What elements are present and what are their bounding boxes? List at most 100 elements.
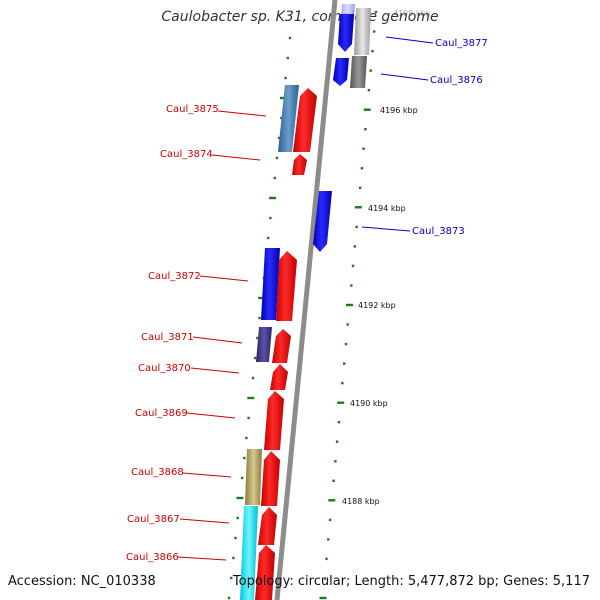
tick-dot	[280, 96, 287, 100]
tick-dot	[325, 557, 328, 561]
gene-arrow-caul-3873	[313, 191, 332, 252]
tick-dot	[280, 116, 283, 120]
right-gene-labels: Caul_3877 Caul_3876 Caul_3873	[361, 36, 488, 237]
leader-line	[182, 472, 232, 478]
tick-dot	[337, 421, 341, 424]
scale-tick-label: 4194 kbp	[368, 204, 406, 213]
tick-dot	[243, 456, 246, 460]
tick-dot	[277, 136, 281, 140]
tick-dot	[258, 316, 261, 320]
gene-arrow-caul-3869	[264, 391, 284, 450]
tick-dot	[353, 245, 356, 248]
gene-label-caul-3868: Caul_3868	[131, 467, 184, 478]
tick-dot	[253, 356, 257, 360]
right-tick-track	[319, 10, 378, 600]
gene-block-grey-light	[354, 8, 371, 55]
gene-label-caul-3876: Caul_3876	[430, 75, 483, 86]
tick-dot	[363, 108, 371, 111]
gene-block-steel	[278, 85, 299, 152]
genome-summary-text: Topology: circular; Length: 5,477,872 bp…	[232, 574, 590, 589]
scale-tick-label: 4188 kbp	[342, 497, 380, 506]
tick-dot	[269, 216, 272, 220]
tick-dot	[334, 460, 337, 463]
tick-dot	[319, 596, 327, 600]
gene-block-tan	[245, 449, 262, 505]
gene-label-caul-3866: Caul_3866	[126, 552, 179, 563]
tick-dot	[371, 49, 374, 53]
tick-dot	[234, 536, 237, 540]
left-gene-labels: Caul_3875 Caul_3874 Caul_3872 Caul_3871 …	[126, 104, 267, 563]
leader-line	[380, 73, 429, 81]
gene-arrow-caul-3875	[293, 88, 317, 152]
tick-dot	[328, 518, 332, 522]
tick-dot	[337, 401, 345, 404]
leader-line	[361, 226, 411, 232]
tick-dot	[369, 69, 372, 72]
tick-dot	[275, 156, 279, 160]
tick-dot	[344, 342, 348, 346]
tick-dot	[373, 30, 376, 33]
gene-label-caul-3875: Caul_3875	[166, 104, 219, 115]
leader-line	[190, 367, 240, 374]
scale-tick-label: 4196 kbp	[380, 106, 418, 115]
gene-arrow-caul-3876	[333, 58, 349, 86]
tick-dot	[236, 496, 244, 500]
tick-dot	[247, 396, 255, 400]
gene-arrow-caul-3874	[292, 154, 307, 175]
scale-labels: 4198 kbp 4196 kbp 4194 kbp 4192 kbp 4190…	[342, 9, 431, 506]
accession-text: Accession: NC_010338	[8, 574, 156, 589]
leader-line	[192, 336, 243, 344]
gene-block-navy	[256, 327, 272, 362]
gene-arrow-caul-3866	[255, 545, 275, 600]
gene-label-caul-3867: Caul_3867	[127, 514, 180, 525]
tick-dot	[323, 577, 326, 580]
gene-arrow-caul-3867	[258, 507, 277, 545]
tick-dot	[351, 264, 355, 268]
tick-dot	[362, 147, 365, 150]
tick-dot	[355, 225, 358, 229]
gene-block-grey-dark	[350, 56, 367, 88]
genome-backbone	[274, 0, 338, 600]
gene-arrow-caul-3870	[270, 364, 288, 390]
tick-dot	[350, 284, 353, 287]
tick-dot	[346, 303, 353, 307]
leader-line	[199, 275, 249, 282]
leader-line	[186, 412, 236, 419]
tick-dot	[343, 362, 346, 365]
leader-line	[179, 518, 230, 524]
tick-dot	[328, 499, 336, 502]
gene-label-caul-3871: Caul_3871	[141, 332, 194, 343]
tick-dot	[232, 556, 235, 560]
tick-dot	[267, 236, 270, 240]
gene-arrow-caul-3868	[261, 451, 280, 506]
gene-label-caul-3873: Caul_3873	[412, 226, 465, 237]
tick-dot	[236, 516, 239, 520]
tick-dot	[341, 381, 344, 385]
tick-dot	[258, 296, 266, 300]
gene-label-caul-3872: Caul_3872	[148, 271, 201, 282]
tick-dot	[360, 167, 364, 170]
tick-dot	[332, 479, 335, 482]
tick-dot	[247, 416, 250, 420]
tick-dot	[346, 323, 349, 326]
gene-label-caul-3874: Caul_3874	[160, 149, 213, 160]
leader-line	[217, 110, 267, 117]
leader-line	[385, 36, 434, 44]
tick-dot	[374, 10, 378, 14]
tick-dot	[227, 596, 231, 600]
tick-dot	[364, 128, 367, 131]
gene-block-cyan	[240, 506, 258, 600]
tick-dot	[367, 88, 371, 92]
tick-dot	[284, 76, 287, 80]
tick-dot	[286, 56, 289, 60]
tick-dot	[288, 36, 292, 40]
tick-dot	[251, 376, 255, 380]
scale-tick-label: 4198 kbp	[393, 9, 431, 18]
gene-label-caul-3877: Caul_3877	[435, 38, 488, 49]
gene-label-caul-3869: Caul_3869	[135, 408, 188, 419]
gene-block-blue	[261, 248, 280, 320]
leader-line	[177, 556, 227, 561]
gene-arrow-caul-3877	[338, 14, 354, 52]
tick-dot	[335, 440, 339, 443]
